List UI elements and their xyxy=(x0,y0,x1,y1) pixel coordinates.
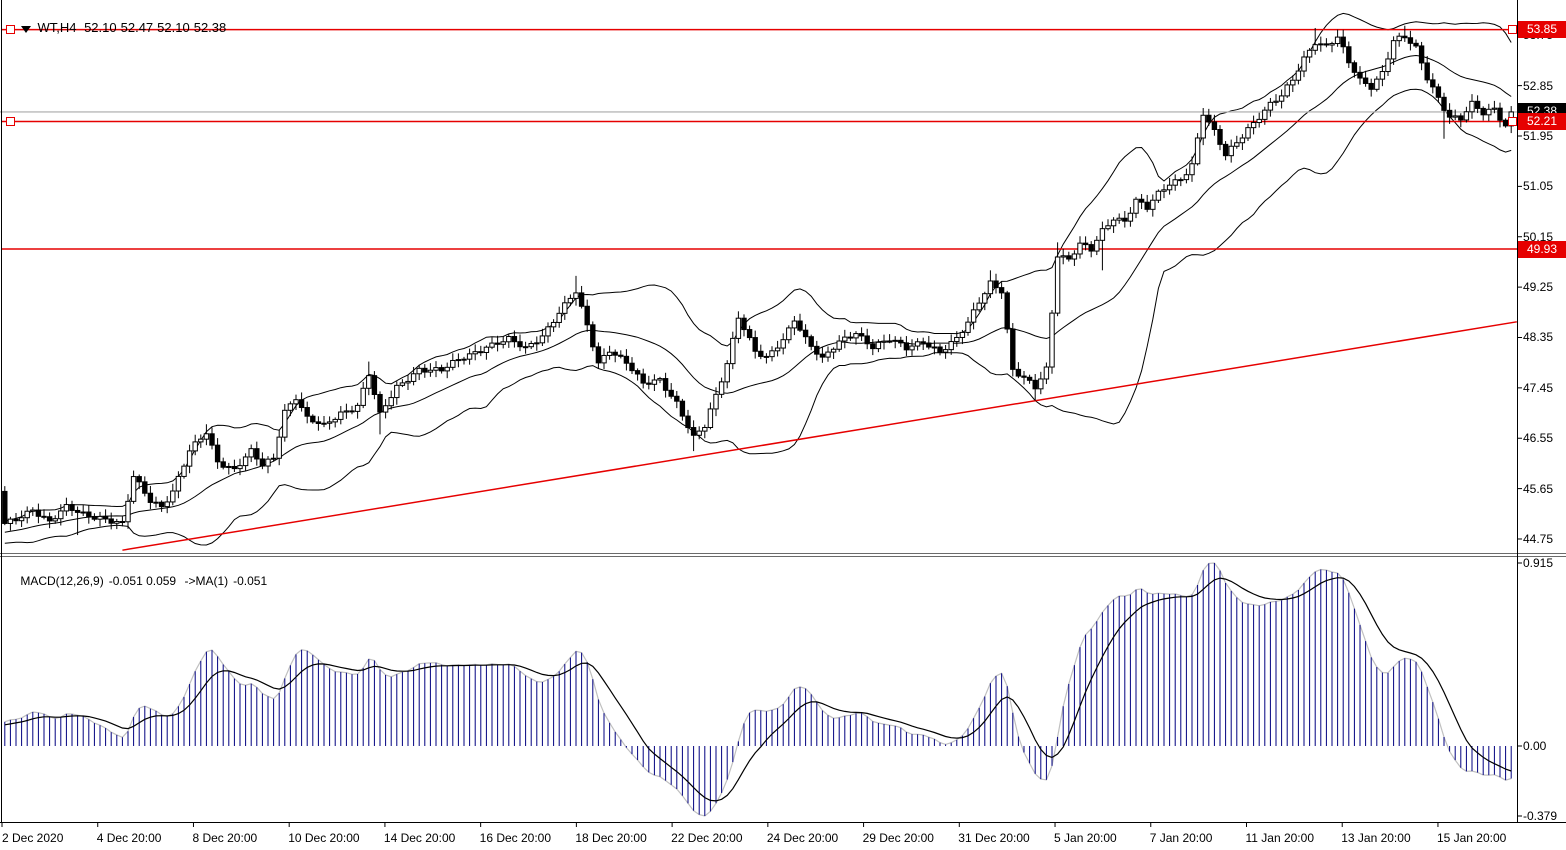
low-value: 52.10 xyxy=(157,20,190,35)
time-tick-label: 10 Dec 20:00 xyxy=(288,831,360,845)
time-tick-label: 16 Dec 20:00 xyxy=(479,831,552,845)
time-tick-label: 18 Dec 20:00 xyxy=(575,831,647,845)
bollinger-upper-band xyxy=(4,12,1512,522)
bollinger-lower-band xyxy=(4,88,1512,546)
time-tick-label: 5 Jan 20:00 xyxy=(1054,831,1117,845)
time-tick-label: 14 Dec 20:00 xyxy=(383,831,456,845)
price-tick-label: 46.55 xyxy=(1523,431,1554,446)
time-tick-label: 29 Dec 20:00 xyxy=(862,831,934,845)
price-line-badge: 53.85 xyxy=(1518,21,1566,39)
line-selection-handle[interactable] xyxy=(1508,25,1517,35)
symbol-period-label: WT,H4 xyxy=(37,20,77,35)
line-selection-handle[interactable] xyxy=(1508,116,1517,126)
time-tick-label: 31 Dec 20:00 xyxy=(958,831,1030,845)
bollinger-middle-band xyxy=(4,54,1512,533)
time-tick-label: 22 Dec 20:00 xyxy=(671,831,743,845)
macd-axis-zero-label: 0.00 xyxy=(1523,739,1547,753)
price-tick-label: 51.05 xyxy=(1523,179,1554,194)
time-tick-label: 2 Dec 2020 xyxy=(2,831,64,845)
price-tick-label: 48.35 xyxy=(1523,330,1554,345)
time-tick-label: 11 Jan 20:00 xyxy=(1245,831,1314,845)
price-tick-label: 52.85 xyxy=(1523,78,1554,93)
trendline[interactable] xyxy=(122,321,1517,551)
chart-ohlc-title: WT,H4 52.10 52.47 52.10 52.38 xyxy=(7,5,230,50)
line-selection-handle[interactable] xyxy=(6,25,15,35)
macd-name: MACD(12,26,9) xyxy=(20,574,104,588)
macd-panel xyxy=(4,562,1512,817)
macd-histogram xyxy=(4,563,1512,816)
price-line-badge: 49.93 xyxy=(1518,240,1566,258)
close-value: 52.38 xyxy=(193,20,227,35)
price-line-badge: 52.21 xyxy=(1518,112,1566,130)
time-tick-label: 8 Dec 20:00 xyxy=(192,831,258,845)
macd-axis-min-label: -0.379 xyxy=(1523,809,1558,823)
price-tick-label: 44.75 xyxy=(1523,531,1554,546)
macd-axis-max-label: 0.915 xyxy=(1523,556,1554,570)
macd-indicator-label: MACD(12,26,9) -0.051 0.059 ->MA(1) -0.051 xyxy=(7,560,272,602)
price-tick-label: 51.95 xyxy=(1523,129,1554,143)
line-selection-handle[interactable] xyxy=(6,116,15,126)
macd-ma-name: ->MA(1) xyxy=(184,574,229,588)
macd-values: -0.051 0.059 xyxy=(108,574,177,588)
open-value: 52.10 xyxy=(84,20,117,35)
time-tick-label: 24 Dec 20:00 xyxy=(766,831,839,845)
macd-envelope-line xyxy=(4,562,1512,817)
time-tick-label: 13 Jan 20:00 xyxy=(1341,831,1411,845)
price-tick-label: 45.65 xyxy=(1523,481,1554,496)
price-tick-label: 49.25 xyxy=(1523,280,1554,295)
price-tick-label: 47.45 xyxy=(1523,380,1554,395)
macd-signal-line xyxy=(4,577,1512,802)
time-tick-label: 7 Jan 20:00 xyxy=(1149,831,1213,845)
price-tick-label: 50.15 xyxy=(1523,229,1554,244)
chevron-down-icon[interactable] xyxy=(21,26,32,33)
macd-ma-value: -0.051 xyxy=(233,574,268,588)
candles-group xyxy=(2,25,1514,536)
time-tick-label: 4 Dec 20:00 xyxy=(96,831,162,845)
time-tick-label: 15 Jan 20:00 xyxy=(1436,831,1507,845)
high-value: 52.47 xyxy=(120,20,154,35)
